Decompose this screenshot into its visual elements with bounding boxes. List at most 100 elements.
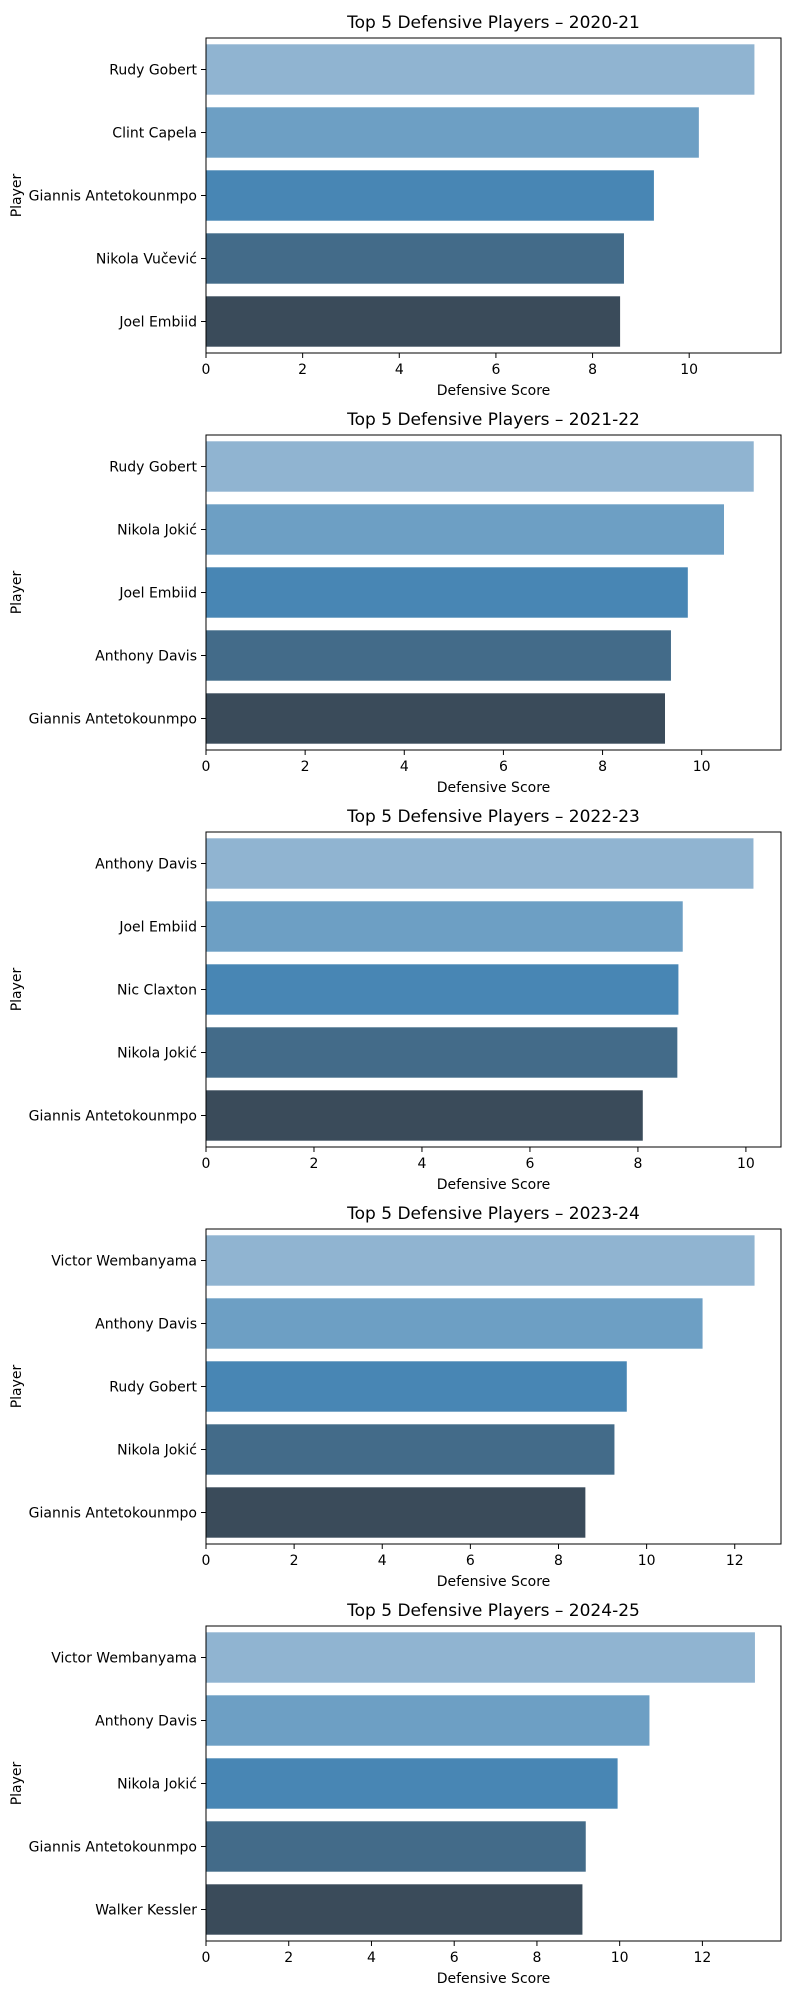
bar xyxy=(206,838,754,889)
x-tick-label: 0 xyxy=(202,759,211,775)
plot-frame xyxy=(205,831,782,1148)
x-tick-label: 2 xyxy=(310,1156,319,1172)
y-tick-label: Rudy Gobert xyxy=(109,63,197,79)
plot-frame xyxy=(205,1228,782,1545)
chart-title: Top 5 Defensive Players – 2021-22 xyxy=(346,410,640,430)
y-tick-label: Anthony Davis xyxy=(95,1714,197,1730)
chart-title: Top 5 Defensive Players – 2022-23 xyxy=(346,807,640,827)
y-tick-label: Joel Embiid xyxy=(118,315,197,331)
bar xyxy=(206,1027,678,1078)
y-tick-label: Giannis Antetokounmpo xyxy=(29,189,197,205)
x-tick-label: 0 xyxy=(202,1553,211,1569)
x-tick-label: 8 xyxy=(554,1553,563,1569)
bar xyxy=(206,1695,650,1746)
bar xyxy=(206,964,679,1015)
y-axis-label: Player xyxy=(9,570,25,614)
chart-panel-1: Top 5 Defensive Players – 2020-21 Rudy Go… xyxy=(9,13,782,399)
x-tick-label: 12 xyxy=(726,1553,744,1569)
bar xyxy=(206,901,683,952)
chart-panel-4: Top 5 Defensive Players – 2023-24 Victor … xyxy=(9,1204,782,1590)
x-tick-label: 4 xyxy=(367,1950,376,1966)
x-tick-label: 6 xyxy=(450,1950,459,1966)
y-tick-label: Rudy Gobert xyxy=(109,1380,197,1396)
bar xyxy=(206,107,699,158)
x-axis-label: Defensive Score xyxy=(437,1971,551,1987)
x-tick-label: 8 xyxy=(532,1950,541,1966)
y-tick-label: Nikola Jokić xyxy=(117,1443,197,1459)
x-tick-label: 6 xyxy=(466,1553,475,1569)
x-tick-label: 2 xyxy=(284,1950,293,1966)
plot-frame xyxy=(205,1625,782,1942)
bar xyxy=(206,567,688,618)
x-tick-label: 10 xyxy=(638,1553,656,1569)
x-axis-label: Defensive Score xyxy=(437,780,551,796)
y-tick-label: Victor Wembanyama xyxy=(51,1651,197,1667)
y-tick-label: Giannis Antetokounmpo xyxy=(29,1506,197,1522)
y-tick-label: Nikola Vučević xyxy=(96,252,197,268)
x-tick-label: 10 xyxy=(680,362,698,378)
x-tick-label: 10 xyxy=(737,1156,755,1172)
bar xyxy=(206,1090,643,1141)
y-tick-label: Joel Embiid xyxy=(118,586,197,602)
x-tick-label: 4 xyxy=(418,1156,427,1172)
y-tick-label: Giannis Antetokounmpo xyxy=(29,712,197,728)
y-tick-label: Rudy Gobert xyxy=(109,460,197,476)
bar xyxy=(206,296,621,347)
x-tick-label: 8 xyxy=(633,1156,642,1172)
bar xyxy=(206,1821,586,1872)
bar xyxy=(206,1361,627,1412)
bar xyxy=(206,1424,615,1475)
x-tick-label: 6 xyxy=(525,1156,534,1172)
y-tick-label: Anthony Davis xyxy=(95,1317,197,1333)
x-tick-label: 2 xyxy=(301,759,310,775)
bar xyxy=(206,630,671,681)
x-axis-label: Defensive Score xyxy=(437,1177,551,1193)
bar xyxy=(206,1298,703,1349)
x-tick-label: 2 xyxy=(298,362,307,378)
y-tick-label: Walker Kessler xyxy=(95,1903,197,1919)
y-axis-label: Player xyxy=(9,1761,25,1805)
x-tick-label: 0 xyxy=(202,362,211,378)
y-axis-label: Player xyxy=(9,1364,25,1408)
x-tick-label: 10 xyxy=(693,759,711,775)
y-tick-label: Giannis Antetokounmpo xyxy=(29,1109,197,1125)
bar xyxy=(206,504,724,555)
bar xyxy=(206,1758,618,1809)
chart-panel-5: Top 5 Defensive Players – 2024-25 Victor … xyxy=(9,1601,782,1987)
bar xyxy=(206,441,754,492)
y-tick-label: Nikola Jokić xyxy=(117,1046,197,1062)
x-tick-label: 0 xyxy=(202,1156,211,1172)
x-tick-label: 6 xyxy=(499,759,508,775)
x-tick-label: 0 xyxy=(202,1950,211,1966)
chart-title: Top 5 Defensive Players – 2020-21 xyxy=(346,13,640,33)
bar xyxy=(206,693,666,744)
y-axis-label: Player xyxy=(9,967,25,1011)
x-tick-label: 4 xyxy=(378,1553,387,1569)
y-tick-label: Nikola Jokić xyxy=(117,1777,197,1793)
bar xyxy=(206,1632,755,1683)
x-tick-label: 6 xyxy=(491,362,500,378)
bar xyxy=(206,44,755,95)
bar xyxy=(206,1884,583,1935)
y-tick-label: Nic Claxton xyxy=(117,983,197,999)
plot-frame xyxy=(205,434,782,751)
x-tick-label: 12 xyxy=(693,1950,711,1966)
chart-title: Top 5 Defensive Players – 2024-25 xyxy=(346,1601,640,1621)
x-tick-label: 10 xyxy=(611,1950,629,1966)
y-tick-label: Clint Capela xyxy=(112,126,197,142)
x-tick-label: 8 xyxy=(588,362,597,378)
x-tick-label: 2 xyxy=(290,1553,299,1569)
chart-panel-3: Top 5 Defensive Players – 2022-23 Anthony… xyxy=(9,807,782,1193)
bar xyxy=(206,170,654,221)
y-axis-label: Player xyxy=(9,173,25,217)
x-tick-label: 8 xyxy=(598,759,607,775)
x-axis-label: Defensive Score xyxy=(437,383,551,399)
chart-panel-2: Top 5 Defensive Players – 2021-22 Rudy Go… xyxy=(9,410,782,796)
y-tick-label: Anthony Davis xyxy=(95,649,197,665)
bar xyxy=(206,1235,755,1286)
bar xyxy=(206,233,624,284)
y-tick-label: Giannis Antetokounmpo xyxy=(29,1840,197,1856)
y-tick-label: Nikola Jokić xyxy=(117,523,197,539)
y-tick-label: Anthony Davis xyxy=(95,857,197,873)
